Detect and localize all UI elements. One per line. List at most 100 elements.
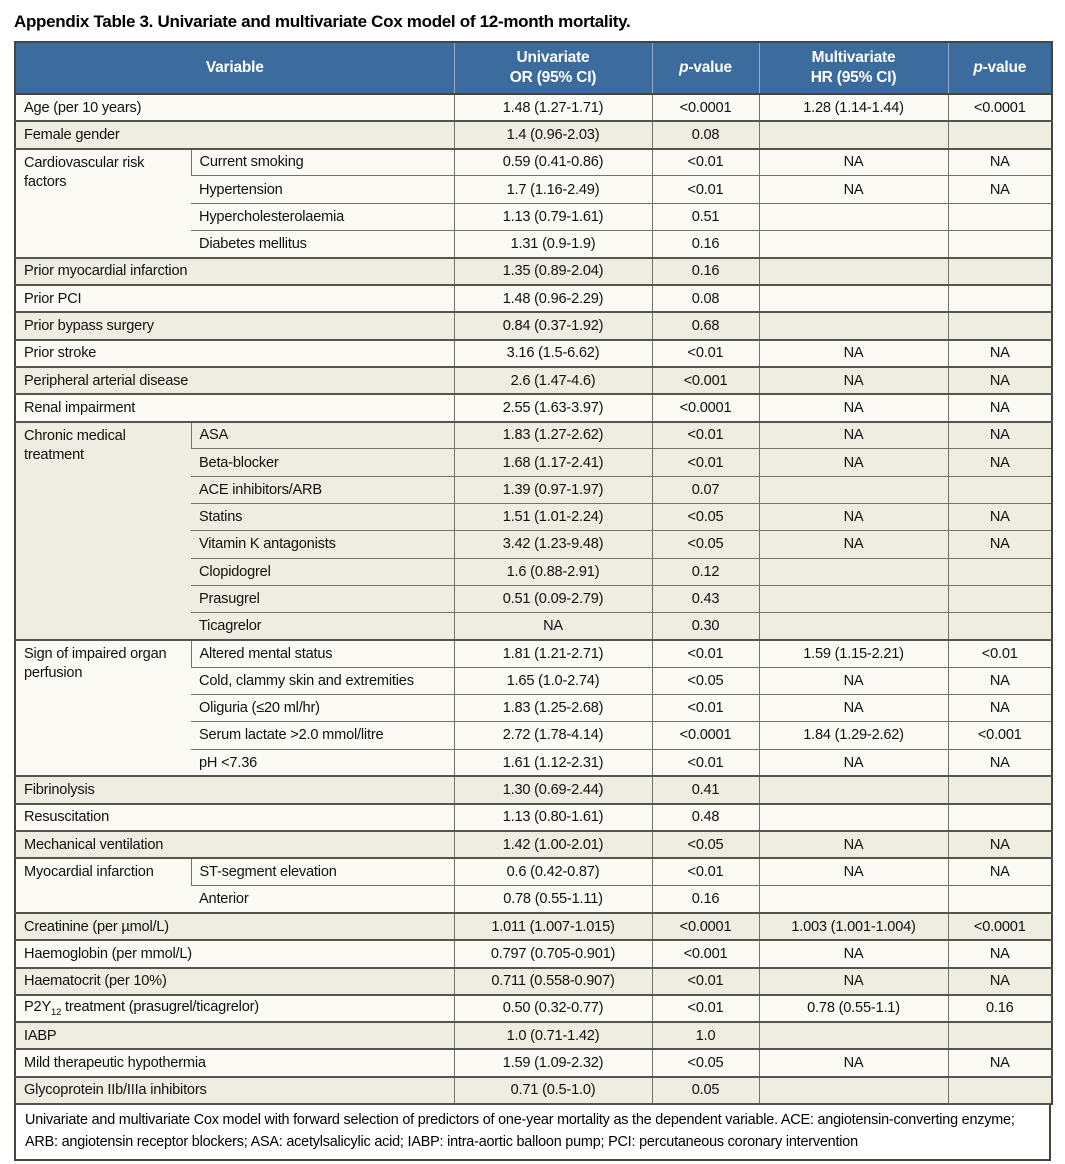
header-variable: Variable xyxy=(15,42,455,95)
multivariate-pvalue-cell: NA xyxy=(947,147,1053,176)
univariate-pvalue-cell: <0.01 xyxy=(651,448,760,477)
univariate-or-cell: 2.55 (1.63-3.97) xyxy=(453,393,653,422)
variable-label: Creatinine (per µmol/L) xyxy=(15,911,455,941)
variable-group-label: Chronic medical treatment xyxy=(15,420,191,640)
header-univariate-line2: OR (95% CI) xyxy=(509,69,597,86)
univariate-pvalue-cell: 0.16 xyxy=(651,885,760,913)
table-row: Cardiovascular risk factors Current smoki… xyxy=(15,147,1053,258)
table-row: Chronic medical treatment ASA 1.83 (1.27-2… xyxy=(15,420,1053,640)
variable-label: Prior stroke xyxy=(15,338,455,367)
univariate-pvalue-cell: <0.05 xyxy=(651,502,760,531)
multivariate-pvalue-cell xyxy=(947,557,1053,586)
variable-sub-label: Diabetes mellitus xyxy=(191,229,455,258)
table-title: Appendix Table 3. Univariate and multiva… xyxy=(14,12,631,31)
univariate-pvalue-cell: 0.08 xyxy=(651,120,760,149)
univariate-or-cell: 1.4 (0.96-2.03) xyxy=(453,120,653,149)
multivariate-pvalue-cell xyxy=(947,202,1053,231)
univariate-or-cell: 1.6 (0.88-2.91) xyxy=(453,557,653,586)
table-row: Hypertension 1.7 (1.16-2.49) <0.01 NA NA xyxy=(15,175,1053,204)
univariate-or-cell: 2.6 (1.47-4.6) xyxy=(453,365,653,395)
multivariate-hr-cell: 1.59 (1.15-2.21) xyxy=(758,638,949,668)
univariate-or-cell: 1.83 (1.25-2.68) xyxy=(453,694,653,722)
multivariate-hr-cell xyxy=(758,885,949,913)
variable-label: Prior bypass surgery xyxy=(15,311,455,340)
univariate-pvalue-cell: 0.16 xyxy=(651,229,760,258)
variable-sub-label: Prasugrel xyxy=(191,584,455,613)
table-row: Prior PCI 1.48 (0.96-2.29) 0.08 xyxy=(15,284,1053,313)
multivariate-hr-cell: NA xyxy=(758,748,949,777)
variable-sub-label: Statins xyxy=(191,502,455,531)
univariate-pvalue-cell: 0.41 xyxy=(651,775,760,804)
univariate-pvalue-cell: <0.0001 xyxy=(651,393,760,422)
univariate-pvalue-cell: 0.51 xyxy=(651,202,760,231)
variable-group-label: Sign of impaired organ perfusion xyxy=(15,638,191,777)
univariate-pvalue-cell: 0.48 xyxy=(651,802,760,832)
multivariate-pvalue-cell: NA xyxy=(947,420,1053,449)
multivariate-pvalue-cell xyxy=(947,885,1053,913)
univariate-pvalue-cell: <0.01 xyxy=(651,147,760,176)
multivariate-hr-cell: NA xyxy=(758,448,949,477)
univariate-pvalue-cell: <0.01 xyxy=(651,966,760,995)
multivariate-hr-cell: NA xyxy=(758,966,949,995)
multivariate-hr-cell xyxy=(758,475,949,504)
header-univariate-or: Univariate OR (95% CI) xyxy=(453,42,653,95)
univariate-pvalue-cell: 0.12 xyxy=(651,557,760,586)
multivariate-hr-cell: NA xyxy=(758,393,949,422)
table-row: Renal impairment 2.55 (1.63-3.97) <0.0001 N… xyxy=(15,393,1053,422)
table-row: Haematocrit (per 10%) 0.711 (0.558-0.907)… xyxy=(15,966,1053,995)
univariate-or-cell: 0.84 (0.37-1.92) xyxy=(453,311,653,340)
header-multivariate-line2: HR (95% CI) xyxy=(810,69,897,86)
multivariate-pvalue-cell: NA xyxy=(947,830,1053,859)
univariate-pvalue-cell: 0.05 xyxy=(651,1075,760,1104)
multivariate-pvalue-cell xyxy=(947,120,1053,149)
variable-sub-label: Current smoking xyxy=(190,147,455,176)
multivariate-pvalue-cell: NA xyxy=(947,530,1053,559)
univariate-or-cell: 0.50 (0.32-0.77) xyxy=(453,993,653,1023)
univariate-pvalue-cell: <0.05 xyxy=(651,1048,760,1077)
univariate-pvalue-cell: <0.01 xyxy=(651,338,760,367)
multivariate-hr-cell xyxy=(758,120,949,149)
variable-sub-label: Oliguria (≤20 ml/hr) xyxy=(191,694,455,722)
univariate-pvalue-cell: <0.001 xyxy=(651,939,760,968)
univariate-or-cell: 1.59 (1.09-2.32) xyxy=(453,1048,653,1077)
table-row: Resuscitation 1.13 (0.80-1.61) 0.48 xyxy=(15,802,1053,832)
multivariate-pvalue-cell: NA xyxy=(947,393,1053,422)
multivariate-pvalue-cell xyxy=(947,612,1053,640)
multivariate-pvalue-cell: NA xyxy=(947,175,1053,204)
table-row: IABP 1.0 (0.71-1.42) 1.0 xyxy=(15,1021,1053,1050)
univariate-pvalue-cell: 1.0 xyxy=(651,1021,760,1050)
variable-sub-label: Vitamin K antagonists xyxy=(191,530,455,559)
p-rest: -value xyxy=(688,58,732,76)
univariate-or-cell: 0.59 (0.41-0.86) xyxy=(453,147,653,176)
univariate-pvalue-cell: <0.01 xyxy=(651,857,760,886)
cox-model-table: Variable Univariate OR (95% CI) p-value … xyxy=(14,41,1054,1105)
variable-label: Prior myocardial infarction xyxy=(15,256,455,286)
univariate-pvalue-cell: <0.05 xyxy=(651,530,760,559)
multivariate-pvalue-cell: NA xyxy=(947,666,1053,695)
univariate-pvalue-cell: 0.07 xyxy=(651,475,760,504)
table-header: Variable Univariate OR (95% CI) p-value … xyxy=(15,42,1053,95)
univariate-pvalue-cell: 0.16 xyxy=(651,256,760,286)
variable-group-label: Cardiovascular risk factors xyxy=(15,147,191,258)
multivariate-hr-cell: NA xyxy=(758,939,949,968)
multivariate-pvalue-cell: 0.16 xyxy=(947,993,1053,1023)
univariate-or-cell: 1.48 (0.96-2.29) xyxy=(453,284,653,313)
univariate-pvalue-cell: <0.001 xyxy=(651,365,760,395)
multivariate-pvalue-cell: NA xyxy=(947,502,1053,531)
header-multivariate-hr: Multivariate HR (95% CI) xyxy=(758,42,949,95)
multivariate-hr-cell xyxy=(758,256,949,286)
variable-label: Peripheral arterial disease xyxy=(15,365,455,395)
table-row: Vitamin K antagonists 3.42 (1.23-9.48) <0.… xyxy=(15,530,1053,559)
univariate-pvalue-cell: 0.43 xyxy=(651,584,760,613)
variable-sub-label: Serum lactate >2.0 mmol/litre xyxy=(191,721,455,750)
multivariate-hr-cell xyxy=(758,612,949,640)
multivariate-pvalue-cell xyxy=(947,802,1053,832)
variable-sub-label: ST-segment elevation xyxy=(190,857,455,886)
multivariate-pvalue-cell: NA xyxy=(947,365,1053,395)
univariate-pvalue-cell: <0.05 xyxy=(651,666,760,695)
univariate-or-cell: 1.65 (1.0-2.74) xyxy=(453,666,653,695)
variable-label: Glycoprotein IIb/IIIa inhibitors xyxy=(15,1075,455,1104)
univariate-or-cell: 1.30 (0.69-2.44) xyxy=(453,775,653,804)
univariate-or-cell: 0.797 (0.705-0.901) xyxy=(453,939,653,968)
